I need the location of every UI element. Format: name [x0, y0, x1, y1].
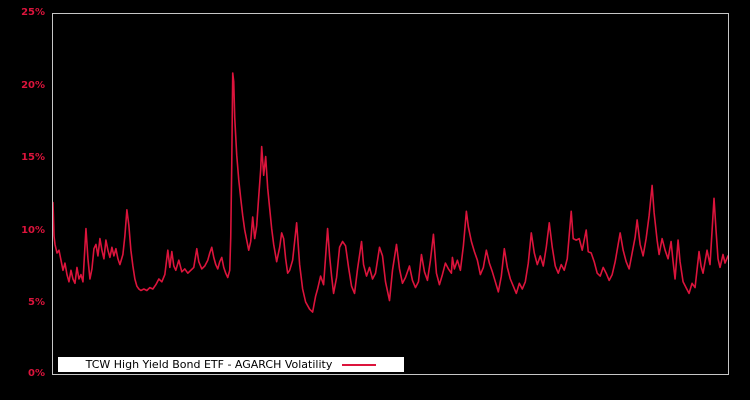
- y-tick-label-0: 0%: [28, 368, 45, 379]
- y-tick-label-25: 25%: [21, 7, 45, 18]
- y-tick-label-20: 20%: [21, 80, 45, 91]
- legend-label: TCW High Yield Bond ETF - AGARCH Volatil…: [85, 358, 333, 371]
- line-chart-canvas: [53, 72, 728, 313]
- plot-area: TCW High Yield Bond ETF - AGARCH Volatil…: [52, 13, 729, 375]
- legend: TCW High Yield Bond ETF - AGARCH Volatil…: [58, 357, 404, 372]
- y-tick-label-10: 10%: [21, 225, 45, 236]
- y-tick-label-15: 15%: [21, 152, 45, 163]
- legend-line-swatch: [342, 363, 377, 366]
- volatility-series-line: [53, 72, 728, 313]
- y-tick-label-5: 5%: [28, 297, 45, 308]
